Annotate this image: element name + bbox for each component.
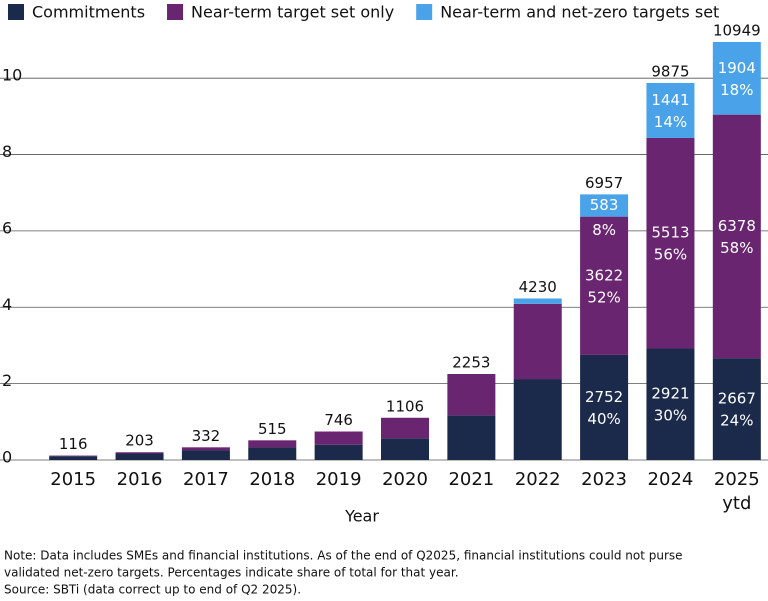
bar-segment xyxy=(248,440,297,448)
x-tick-label: 2016 xyxy=(117,469,163,490)
bar-segment xyxy=(248,447,297,460)
total-label: 10949 xyxy=(713,21,761,39)
bar-segment xyxy=(646,137,695,349)
bar-segment xyxy=(646,82,695,138)
bar-segment xyxy=(181,450,230,460)
bar-segment xyxy=(646,348,695,460)
segment-share: 8% xyxy=(592,221,616,239)
bar-segment xyxy=(381,417,429,439)
total-label: 203 xyxy=(125,432,154,450)
x-tick-label: 2024 xyxy=(648,469,694,490)
legend-swatch xyxy=(167,4,184,20)
bar-segment xyxy=(712,358,761,460)
x-tick-label: 2022 xyxy=(515,469,561,490)
legend-label: Near-term target set only xyxy=(191,3,394,22)
bar-segment xyxy=(115,453,164,460)
total-label: 9875 xyxy=(651,62,689,80)
total-label: 2253 xyxy=(452,353,490,371)
total-label: 4230 xyxy=(519,278,557,296)
bar-segment xyxy=(181,447,230,451)
bar-segment xyxy=(580,216,629,355)
segment-label: 1441 xyxy=(651,91,689,109)
bar-segment xyxy=(712,41,761,115)
x-axis-label: Year xyxy=(344,507,379,526)
bar-segment xyxy=(314,431,363,445)
bar-segment xyxy=(580,354,629,460)
x-tick-label: 2018 xyxy=(249,469,295,490)
segment-share: 52% xyxy=(587,288,620,306)
x-tick-label: 2017 xyxy=(183,469,229,490)
segment-label: 583 xyxy=(590,196,619,214)
x-tick-label: 2019 xyxy=(316,469,362,490)
legend-swatch xyxy=(416,4,433,20)
note: Source: SBTi (data correct up to end of … xyxy=(4,583,301,597)
segment-share: 58% xyxy=(720,239,753,257)
note: validated net-zero targets. Percentages … xyxy=(4,566,459,580)
legend-swatch xyxy=(8,4,24,20)
x-tick-label: 2023 xyxy=(581,469,627,490)
segment-label: 2667 xyxy=(718,390,756,408)
bar-segment xyxy=(712,114,761,359)
segment-share: 18% xyxy=(720,81,753,99)
bar-segment xyxy=(381,438,429,460)
segment-label: 2752 xyxy=(585,388,623,406)
bar-segment xyxy=(447,415,496,460)
segment-share: 40% xyxy=(587,410,620,428)
segment-label: 2921 xyxy=(651,385,689,403)
segment-share: 56% xyxy=(654,246,687,264)
total-label: 746 xyxy=(324,411,353,429)
bar-segment xyxy=(513,379,562,460)
y-tick-label: 6 xyxy=(2,218,12,237)
bar-segment xyxy=(49,456,98,460)
bar-segment xyxy=(513,298,562,304)
segment-label: 3622 xyxy=(585,266,623,284)
segment-label: 1904 xyxy=(718,59,756,77)
x-tick-label: 2020 xyxy=(382,469,428,490)
bar-segment xyxy=(49,455,98,457)
segment-label: 6378 xyxy=(718,217,756,235)
total-label: 116 xyxy=(59,435,88,453)
segment-label: 5513 xyxy=(651,224,689,242)
y-tick-label: 2 xyxy=(2,371,12,390)
bar-segment xyxy=(513,303,562,380)
total-label: 515 xyxy=(258,420,287,438)
note: Note: Data includes SMEs and financial i… xyxy=(4,549,683,563)
x-tick-label: 2025 ytd xyxy=(714,469,760,514)
y-tick-label: 4 xyxy=(2,295,12,314)
segment-share: 14% xyxy=(654,113,687,131)
segment-share: 24% xyxy=(720,412,753,430)
y-tick-label: 10 xyxy=(2,66,22,85)
segment-share: 30% xyxy=(654,407,687,425)
legend-label: Commitments xyxy=(32,3,145,22)
total-label: 6957 xyxy=(585,174,623,192)
bar-segment xyxy=(580,194,629,217)
bar-segment xyxy=(447,373,496,416)
y-tick-label: 0 xyxy=(2,448,12,467)
bar-segment xyxy=(314,444,363,460)
total-label: 1106 xyxy=(386,397,424,415)
total-label: 332 xyxy=(192,427,221,445)
x-tick-label: 2021 xyxy=(448,469,494,490)
legend-label: Near-term and net-zero targets set xyxy=(440,3,719,22)
y-tick-label: 8 xyxy=(2,142,12,161)
x-tick-label: 2015 xyxy=(50,469,96,490)
bar-segment xyxy=(115,452,164,454)
